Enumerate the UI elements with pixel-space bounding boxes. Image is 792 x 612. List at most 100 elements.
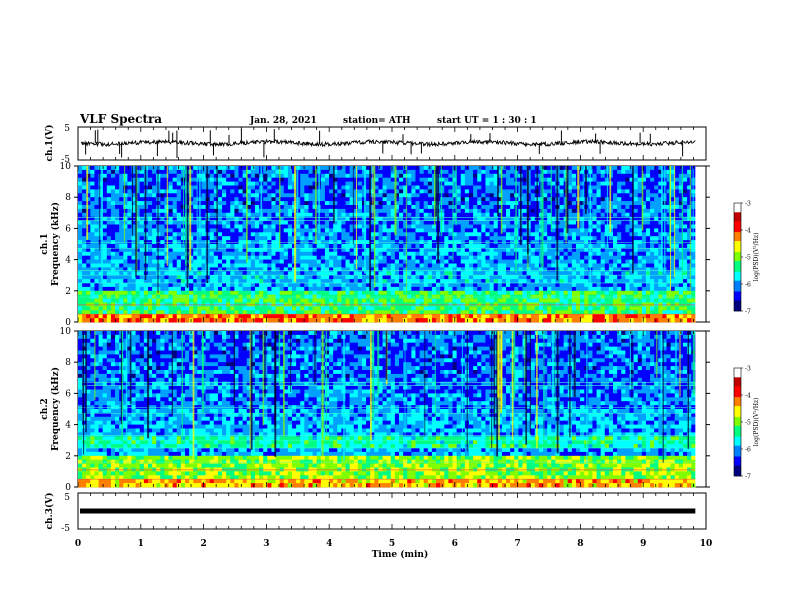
spec1-cell [625, 279, 630, 284]
spec1-cell [510, 193, 515, 198]
spec1-cell [193, 247, 198, 253]
spec1-cell [168, 216, 174, 221]
spec1-cell [357, 228, 363, 233]
spec1-cell [460, 224, 466, 229]
spec1-cell [312, 193, 318, 198]
spec1-cell [275, 173, 281, 179]
spec1-cell [222, 228, 227, 233]
spec1-cell [543, 255, 548, 260]
spec1-cell [592, 208, 597, 214]
spec1-cell [131, 166, 137, 171]
spec1-cell [415, 255, 420, 260]
spec1-cell [431, 271, 437, 276]
spec1-cell [543, 197, 548, 202]
spec1-cell [271, 216, 276, 221]
spec1-cell [242, 244, 248, 249]
spec1-cell [106, 193, 112, 198]
spec1-cell [279, 181, 285, 186]
spec1-cell [633, 244, 639, 249]
spec1-cell [625, 244, 630, 249]
spec1-cell [152, 169, 157, 175]
spec1-cell [460, 247, 466, 253]
spec1-cell [213, 216, 219, 221]
spec1-cell [440, 232, 445, 237]
spec1-cell [172, 247, 178, 253]
spec1-cell [386, 220, 392, 225]
spec1-cell [575, 251, 581, 257]
spec1-cell [329, 169, 334, 175]
spec1-cell [115, 283, 120, 288]
spec1-cell [621, 263, 626, 268]
spec1-cell [287, 208, 293, 214]
spec1-cell [230, 279, 235, 284]
spec1-cell [337, 232, 342, 237]
spec1-cell [510, 181, 515, 186]
spec1-cell [78, 208, 83, 214]
spec1-cell [551, 201, 556, 206]
spec1-cell [329, 275, 334, 280]
spec1-cell [481, 271, 486, 276]
spec1-cell [119, 201, 124, 206]
spec1-cell [366, 236, 371, 241]
spec1-cell [217, 259, 223, 264]
spec1-cell [650, 255, 655, 260]
spec1-cell [477, 220, 482, 225]
spec1-cell [320, 205, 326, 210]
spec1-cell [489, 263, 495, 268]
spec1-cell [650, 259, 655, 264]
spec1-cell [308, 177, 313, 182]
spec1-cell [374, 177, 379, 182]
spec1-cell [621, 228, 626, 233]
spec1-cell [193, 228, 198, 233]
spec1-cell [217, 193, 223, 198]
spec1-cell [559, 271, 565, 276]
spec1-cell [106, 220, 112, 225]
spec1-cell [489, 232, 495, 237]
spec1-cell [242, 197, 248, 202]
spec1-cell [489, 244, 495, 249]
spec1-cell [625, 185, 630, 190]
spec1-cell [386, 286, 392, 292]
spec1-cell [308, 208, 313, 214]
spec1-cell [526, 286, 532, 292]
spec1-cell [600, 255, 606, 260]
spec1-cell [189, 189, 194, 194]
spec1-cell [217, 166, 223, 171]
spec1-cell [250, 185, 256, 190]
spec1-cell [110, 205, 116, 210]
spec1-cell [349, 185, 355, 190]
spec1-cell [242, 185, 248, 190]
spec1-cell [637, 271, 643, 276]
spec1-cell [621, 247, 626, 253]
spec1-cell [547, 220, 552, 225]
spec1-cell [250, 169, 256, 175]
spec1-cell [370, 232, 375, 237]
spec1-cell [246, 279, 252, 284]
spec1-cell [250, 236, 256, 241]
spec1-cell [90, 216, 95, 221]
spec1-cell [580, 290, 585, 296]
spec1-cell [510, 177, 515, 182]
spec1-cell [308, 169, 313, 175]
spec1-cell [209, 263, 215, 268]
spec1-cell [399, 220, 404, 225]
spec1-cell [287, 275, 293, 280]
spec1-cell [374, 271, 379, 276]
spec1-cell [197, 271, 202, 276]
spec1-cell [575, 236, 581, 241]
spec1-cell [131, 181, 137, 186]
spec1-cell [82, 224, 87, 229]
spec1-cell [283, 216, 289, 221]
spec1-cell [415, 197, 420, 202]
spec1-cell [526, 181, 532, 186]
spec1-cell [551, 166, 556, 171]
spec1-cell [263, 283, 268, 288]
spec1-cell [571, 259, 577, 264]
spec1-cell [78, 290, 83, 296]
spec1-cell [580, 173, 585, 179]
spec1-cell [481, 177, 486, 182]
spec1-cell [575, 263, 581, 268]
spec1-cell [242, 228, 248, 233]
spec1-cell [357, 173, 363, 179]
spec1-cell [571, 205, 577, 210]
